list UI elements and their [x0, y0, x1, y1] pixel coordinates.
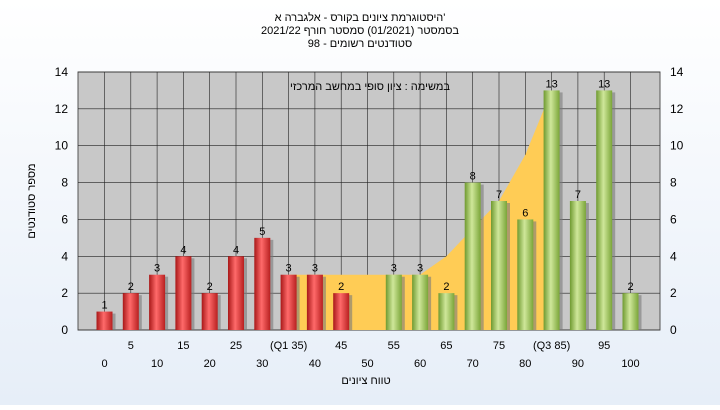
- x-tick-label: 55: [388, 340, 400, 352]
- bar-value-label: 4: [180, 244, 186, 256]
- bar: [228, 256, 244, 330]
- bar: [201, 293, 218, 330]
- bars: [96, 90, 642, 330]
- bar-value-label: 6: [522, 207, 528, 219]
- y-tick-label-right: 14: [670, 65, 684, 79]
- bar: [596, 90, 613, 330]
- bar: [280, 274, 297, 330]
- x-tick-label: 75: [493, 340, 505, 352]
- y-axis-label: מספר סטודנטים: [26, 163, 38, 238]
- bar: [491, 201, 507, 330]
- annotation: במשימה : ציון סופי במחשב המרכזי: [290, 81, 450, 93]
- bar-value-label: 13: [545, 78, 557, 90]
- x-tick-label: 50: [361, 358, 373, 370]
- x-tick-label: 95: [598, 340, 610, 352]
- bar-value-label: 3: [417, 263, 423, 275]
- x-tick-label: 40: [309, 358, 321, 370]
- bar: [412, 274, 429, 330]
- y-tick-label-right: 2: [670, 286, 677, 300]
- x-tick-label: 25: [230, 340, 242, 352]
- bar-value-label: 7: [496, 189, 502, 201]
- y-tick-label-right: 10: [670, 139, 684, 153]
- bar-value-label: 3: [154, 263, 160, 275]
- bar: [175, 256, 192, 330]
- y-tick-label-right: 8: [670, 176, 677, 190]
- x-tick-label: 30: [256, 358, 268, 370]
- chart-title: היסטוגרמת ציונים בקורס - אלגברה א' בסמסט…: [261, 11, 459, 50]
- bar: [96, 311, 113, 330]
- bar: [254, 237, 271, 330]
- bar-value-label: 3: [312, 263, 318, 275]
- bar: [517, 219, 534, 330]
- y-tick-label-left: 12: [55, 102, 69, 116]
- x-tick-label: 20: [204, 358, 216, 370]
- bar-value-label: 3: [286, 263, 292, 275]
- x-tick-label: 45: [335, 340, 347, 352]
- bar: [306, 274, 323, 330]
- y-tick-label-right: 6: [670, 212, 677, 226]
- x-axis-ticks: 0 5 10 15 20 25 30(Q1 35)40 45 50 55 60 65 70 75 80(Q3…: [101, 340, 639, 370]
- x-tick-label: 70: [467, 358, 479, 370]
- bar-value-label: 7: [575, 189, 581, 201]
- bar: [122, 293, 139, 330]
- chart-title-line-1: היסטוגרמת ציונים בקורס - אלגברה א': [275, 11, 446, 24]
- x-tick-label: 60: [414, 358, 426, 370]
- y-tick-label-left: 14: [55, 65, 69, 79]
- bar-value-label: 8: [470, 171, 476, 183]
- x-tick-label: 15: [177, 340, 189, 352]
- y-tick-label-right: 12: [670, 102, 684, 116]
- y-tick-label-left: 4: [61, 249, 68, 263]
- grid: [78, 71, 660, 331]
- bar: [569, 201, 586, 330]
- area-layer: [288, 90, 552, 330]
- y-tick-label-right: 0: [670, 323, 677, 337]
- x-tick-label: (Q3 85): [533, 340, 570, 352]
- chart-title-line-2: בסמסטר (01/2021) סמסטר חורף 2021/22: [261, 25, 459, 37]
- x-tick-label: (Q1 35): [270, 340, 307, 352]
- bar-value-label: 2: [128, 281, 134, 293]
- x-tick-label: 10: [151, 358, 163, 370]
- bar-value-label: 5: [259, 226, 265, 238]
- bar-value-label: 1: [101, 300, 107, 312]
- y-tick-label-left: 0: [61, 323, 68, 337]
- y-tick-label-right: 4: [670, 249, 677, 263]
- x-axis-label: טווח ציונים: [341, 375, 390, 387]
- y-tick-label-left: 8: [61, 176, 68, 190]
- bar-value-label: 3: [391, 263, 397, 275]
- y-tick-label-left: 2: [61, 286, 68, 300]
- bar: [543, 90, 560, 330]
- y-axis-right-ticks: 0 2 4 6 8 10 12 14: [670, 65, 684, 337]
- bar-value-label: 2: [338, 281, 344, 293]
- x-tick-label: 100: [621, 358, 639, 370]
- bar-value-label: 2: [207, 281, 213, 293]
- y-axis-left-ticks: 0 2 4 6 8 10 12 14: [55, 65, 69, 337]
- bar: [385, 274, 402, 330]
- bar: [464, 182, 481, 330]
- bar: [333, 293, 350, 330]
- bar-value-label: 4: [233, 244, 239, 256]
- x-tick-label: 0: [101, 358, 107, 370]
- bar: [438, 293, 455, 330]
- x-tick-label: 90: [572, 358, 584, 370]
- area-band: [288, 90, 552, 330]
- x-tick-label: 5: [128, 340, 134, 352]
- bar-labels: 1 2 3 4 2 4 5 3 3 2 3 3 2 8 7 6 13 7 13 2: [101, 78, 633, 311]
- bar-value-label: 13: [598, 78, 610, 90]
- y-tick-label-left: 10: [55, 139, 69, 153]
- bar: [622, 293, 639, 330]
- x-tick-label: 65: [440, 340, 452, 352]
- bar: [149, 274, 166, 330]
- y-tick-label-left: 6: [61, 212, 68, 226]
- x-tick-label: 80: [519, 358, 531, 370]
- chart-title-line-3: סטודנטים רשומים - 98: [308, 38, 412, 50]
- bar-value-label: 2: [443, 281, 449, 293]
- bar-value-label: 2: [627, 281, 633, 293]
